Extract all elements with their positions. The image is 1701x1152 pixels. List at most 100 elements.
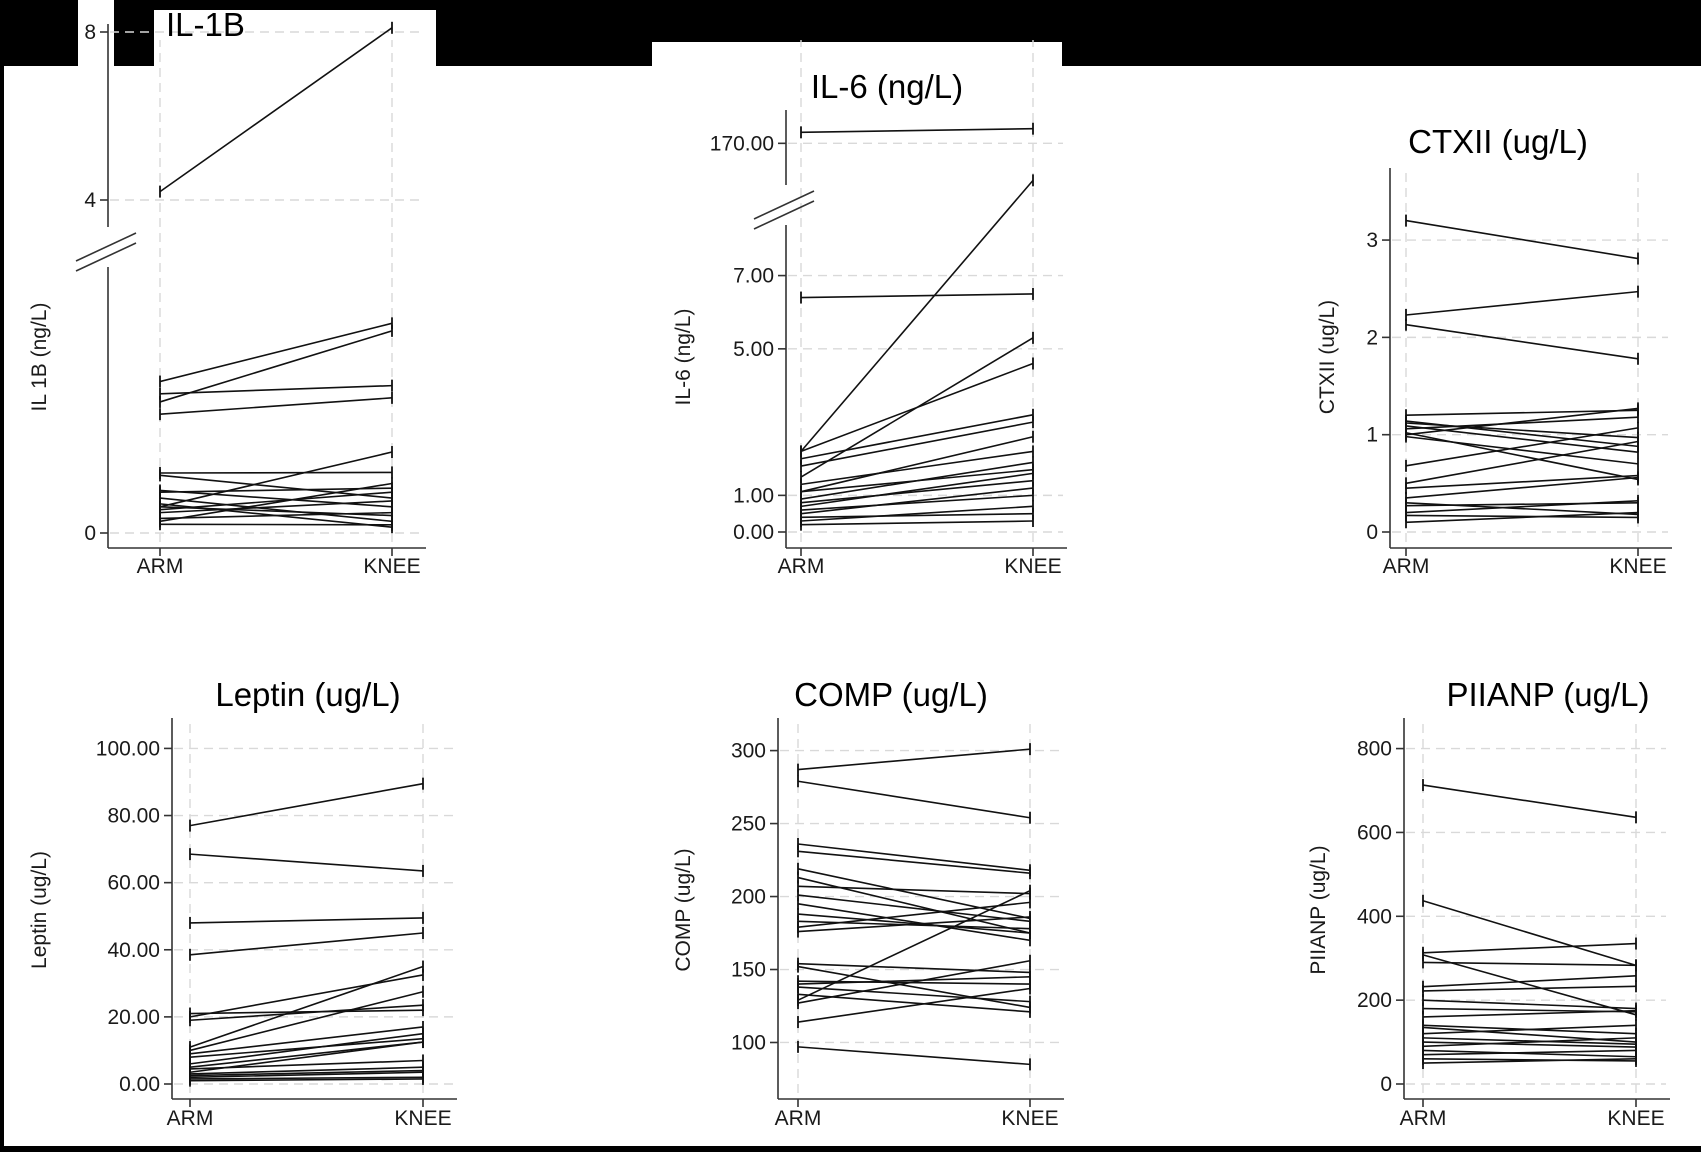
pair-line	[797, 903, 1031, 942]
subject-line	[797, 884, 1031, 1007]
y-tick-label: 600	[1357, 821, 1392, 844]
subject-line	[159, 497, 393, 534]
subject-line	[1405, 506, 1639, 529]
pair-line	[1422, 975, 1637, 988]
x-tick-label-knee: KNEE	[1001, 1107, 1058, 1130]
subject-line	[159, 466, 393, 480]
y-tick-label: 7.00	[733, 265, 774, 288]
panel-leptin: 0.00 20.00 40.00 60.00 80.00 100.00 ARM KNEE Lep…	[28, 676, 457, 1130]
pair-line	[1422, 1049, 1637, 1058]
x-tick-label-arm: ARM	[1400, 1107, 1447, 1130]
subject-line	[797, 910, 1031, 938]
frame-left	[0, 0, 4, 1152]
subject-line	[1422, 980, 1637, 997]
pair-line	[1405, 422, 1639, 439]
panel-title: COMP (ug/L)	[794, 676, 988, 713]
pair-line	[800, 494, 1034, 511]
pair-line	[159, 487, 393, 494]
axis-break-mark	[75, 232, 137, 262]
pair-line	[189, 1026, 424, 1055]
subject-line	[800, 515, 1034, 531]
y-axis-title: PIIANP (ug/L)	[1307, 845, 1330, 974]
pair-line	[1422, 985, 1637, 992]
pair-line	[1405, 409, 1639, 417]
pair-line	[1422, 954, 1637, 1016]
pair-line	[189, 782, 424, 827]
pair-line	[1422, 961, 1637, 967]
panel-piianp: 0 200 400 600 800 ARM KNEE PIIANP (ug/L) PIIANP …	[1307, 676, 1670, 1130]
pair-line	[1422, 900, 1637, 967]
pair-line	[1405, 290, 1639, 316]
pair-line	[189, 1004, 424, 1022]
pair-line	[1405, 416, 1639, 430]
y-tick-label: 80.00	[107, 805, 160, 828]
pair-line	[189, 1041, 424, 1074]
subject-line	[159, 21, 393, 198]
y-tick-label: 0	[1366, 521, 1378, 544]
subject-line	[1405, 214, 1639, 265]
pair-line	[1422, 999, 1637, 1010]
pair-line	[159, 451, 393, 508]
pair-line	[189, 974, 424, 1018]
pair-line	[159, 500, 393, 514]
y-tick-label: 800	[1357, 738, 1392, 761]
subject-line	[189, 777, 424, 832]
pair-line	[797, 976, 1031, 985]
x-tick-label-knee: KNEE	[1004, 555, 1061, 578]
pair-line	[159, 27, 393, 193]
pair-line	[800, 127, 1034, 134]
axis-break-mark	[753, 200, 815, 230]
subject-line	[1422, 779, 1637, 824]
subject-line	[159, 482, 393, 499]
subject-line	[797, 954, 1031, 1010]
pair-line	[189, 1071, 424, 1079]
y-tick-label: 250	[731, 813, 766, 836]
pair-line	[189, 1066, 424, 1075]
y-tick-label: 20.00	[107, 1006, 160, 1029]
y-tick-label: 200	[731, 886, 766, 909]
pair-line	[189, 1069, 424, 1077]
pair-line	[797, 962, 1031, 974]
pair-line	[797, 1046, 1031, 1066]
subject-line	[800, 287, 1034, 304]
panel-il1b: 0 4 8 ARM KNEE IL-1B IL 1B (ng/L)	[28, 6, 426, 578]
panel-title: CTXII (ug/L)	[1408, 123, 1588, 160]
pair-line	[1405, 514, 1639, 519]
pair-line	[800, 520, 1034, 526]
y-tick-label: 2	[1366, 326, 1378, 349]
y-tick-label: 1.00	[733, 484, 774, 507]
pair-line	[797, 965, 1031, 1009]
subject-line	[189, 848, 424, 877]
pair-line	[1422, 1024, 1637, 1035]
pair-line	[1422, 1041, 1637, 1048]
subject-line	[189, 999, 424, 1027]
y-tick-label: 100.00	[96, 737, 160, 760]
subject-line	[1405, 430, 1639, 470]
pair-line	[159, 322, 393, 383]
y-tick-label: 40.00	[107, 939, 160, 962]
pair-line	[797, 850, 1031, 874]
subject-line	[800, 174, 1034, 458]
pair-line	[159, 471, 393, 474]
pair-line	[797, 959, 1031, 1004]
y-tick-label: 0	[1380, 1073, 1392, 1096]
pair-line	[800, 472, 1034, 508]
pair-line	[797, 780, 1031, 819]
subject-line	[1422, 894, 1637, 972]
pair-line	[1405, 435, 1639, 465]
subject-line	[797, 957, 1031, 979]
subject-line	[159, 317, 393, 388]
pair-line	[797, 901, 1031, 928]
pair-line	[800, 487, 1034, 515]
subject-line	[1405, 318, 1639, 365]
header-cutout-il1b	[154, 10, 436, 66]
pair-line	[1405, 440, 1639, 485]
pair-line	[1405, 511, 1639, 524]
subject-line	[189, 968, 424, 1023]
pair-line	[159, 384, 393, 395]
y-axis-title: Leptin (ug/L)	[28, 851, 51, 969]
pair-line	[159, 497, 393, 523]
subject-line	[159, 477, 393, 528]
x-tick-label-arm: ARM	[775, 1107, 822, 1130]
subject-line	[189, 1072, 424, 1087]
